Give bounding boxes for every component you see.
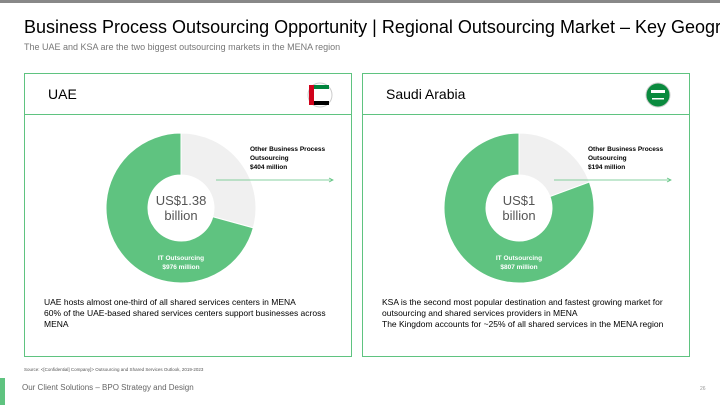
value-label: $404 million [250, 164, 288, 171]
value-label: $976 million [162, 264, 200, 271]
page-number: 26 [700, 386, 706, 392]
value-label: $194 million [588, 164, 626, 171]
value-label: $807 million [500, 264, 538, 271]
category-label: Other Business Process Outsourcing [588, 146, 664, 162]
donut-hole [486, 175, 552, 241]
callout-arrow [666, 177, 672, 183]
panel-body: UAE hosts almost one-third of all shared… [44, 297, 336, 330]
slice-label: Other Business Process Outsourcing $404 m… [250, 145, 345, 172]
body-text: UAE hosts almost one-third of all shared… [44, 297, 296, 307]
footer-accent [0, 378, 5, 405]
donut-slice [105, 132, 254, 284]
slice-label: Other Business Process Outsourcing $194 m… [588, 145, 683, 172]
title: Business Process Outsourcing Opportunity… [24, 17, 720, 37]
ksa-flag [645, 82, 671, 108]
center-label: US$1 billion [502, 193, 536, 223]
category-label: Other Business Process Outsourcing [250, 146, 326, 162]
callout-arrow [328, 177, 334, 183]
donut-hole [148, 175, 214, 241]
uae-flag [307, 82, 333, 108]
body-text: The Kingdom accounts for ~25% of all sha… [382, 319, 664, 329]
category-label: IT Outsourcing [495, 255, 543, 262]
center-label: US$1.38 billion [155, 193, 207, 223]
slice-label: IT Outsourcing $976 million [136, 254, 226, 272]
panel-border [362, 73, 690, 357]
panel-title: Saudi Arabia [386, 86, 466, 102]
panel-border [24, 73, 352, 357]
slice-label: IT Outsourcing $807 million [474, 254, 564, 272]
source: Source: <[Confidential] Company]> Outsou… [24, 367, 204, 372]
body-text: 60% of the UAE-based shared services cen… [44, 308, 326, 329]
panel-body: KSA is the second most popular destinati… [382, 297, 674, 330]
footer-text: Our Client Solutions – BPO Strategy and … [22, 383, 194, 392]
panel-title: UAE [48, 86, 77, 102]
body-text: KSA is the second most popular destinati… [382, 297, 663, 318]
category-label: IT Outsourcing [157, 255, 205, 262]
subtitle: The UAE and KSA are the two biggest outs… [24, 42, 341, 52]
top-bar [0, 0, 720, 3]
